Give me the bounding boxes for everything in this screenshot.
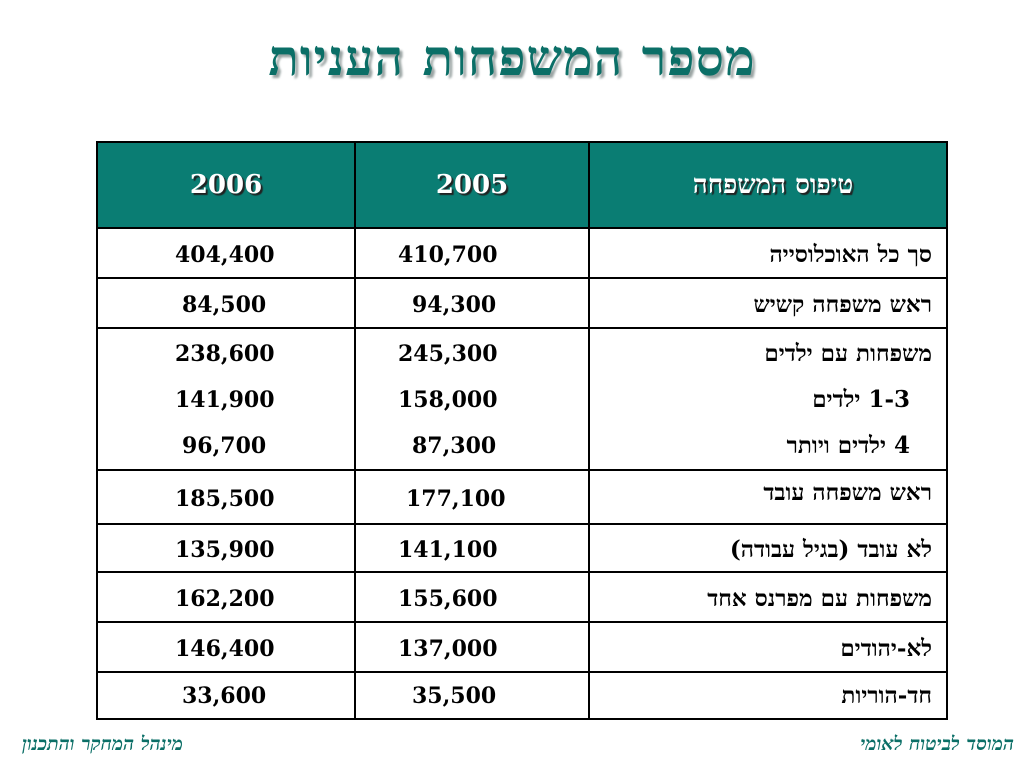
table-row: 135,900 141,100 לא עובד (בגיל עבודה): [98, 525, 946, 573]
value-2005: 245,300: [398, 341, 498, 367]
value-2006-sub: 96,700: [182, 433, 267, 459]
row-label: סך כל האוכלוסייה: [769, 241, 932, 268]
value-2005: 141,100: [398, 537, 498, 563]
row-label: ראש משפחה עובד: [763, 479, 932, 506]
table-row: 185,500 177,100 ראש משפחה עובד: [98, 471, 946, 525]
table-header-row: 2006 2005 טיפוס המשפחה: [98, 143, 946, 229]
row-label: ראש משפחה קשיש: [753, 291, 932, 318]
header-2006: 2006: [98, 143, 356, 227]
value-2006: 146,400: [175, 636, 275, 662]
value-2006-sub: 141,900: [175, 387, 275, 413]
header-family-type: טיפוס המשפחה: [692, 170, 854, 200]
sub-row-label: 1-3 ילדים: [812, 386, 910, 413]
row-label: משפחות עם מפרנס אחד: [707, 585, 932, 612]
value-2006: 162,200: [175, 586, 275, 612]
value-2006: 404,400: [175, 242, 275, 268]
table-row: 404,400 410,700 סך כל האוכלוסייה: [98, 229, 946, 279]
poor-families-table: 2006 2005 טיפוס המשפחה 404,400 410,700 ס…: [96, 141, 948, 720]
row-label: לא-יהודים: [840, 635, 932, 662]
value-2005-sub: 87,300: [412, 433, 497, 459]
value-2005: 94,300: [412, 292, 497, 318]
value-2005: 35,500: [412, 683, 497, 709]
footer-organization: המוסד לביטוח לאומי: [860, 733, 1014, 755]
value-2005: 410,700: [398, 242, 498, 268]
sub-row-label: 4 ילדים ויותר: [786, 432, 910, 459]
value-2005: 177,100: [406, 486, 506, 512]
value-2006: 84,500: [182, 292, 267, 318]
table-row: 238,600 141,900 96,700 245,300 158,000 8…: [98, 329, 946, 471]
header-2005: 2005: [356, 143, 590, 227]
page-title: מספר המשפחות העניות: [268, 28, 756, 87]
value-2005: 137,000: [398, 636, 498, 662]
table-row: 162,200 155,600 משפחות עם מפרנס אחד: [98, 573, 946, 623]
value-2005: 155,600: [398, 586, 498, 612]
value-2006: 33,600: [182, 683, 267, 709]
row-label: לא עובד (בגיל עבודה): [729, 536, 932, 563]
value-2006: 238,600: [175, 341, 275, 367]
value-2006: 135,900: [175, 537, 275, 563]
value-2005-sub: 158,000: [398, 387, 498, 413]
row-label: חד-הוריות: [841, 682, 932, 709]
table-row: 146,400 137,000 לא-יהודים: [98, 623, 946, 673]
row-label: משפחות עם ילדים: [764, 340, 932, 367]
table-row: 33,600 35,500 חד-הוריות: [98, 673, 946, 718]
value-2006: 185,500: [175, 486, 275, 512]
footer-department: מינהל המחקר והתכנון: [22, 733, 183, 755]
table-row: 84,500 94,300 ראש משפחה קשיש: [98, 279, 946, 329]
